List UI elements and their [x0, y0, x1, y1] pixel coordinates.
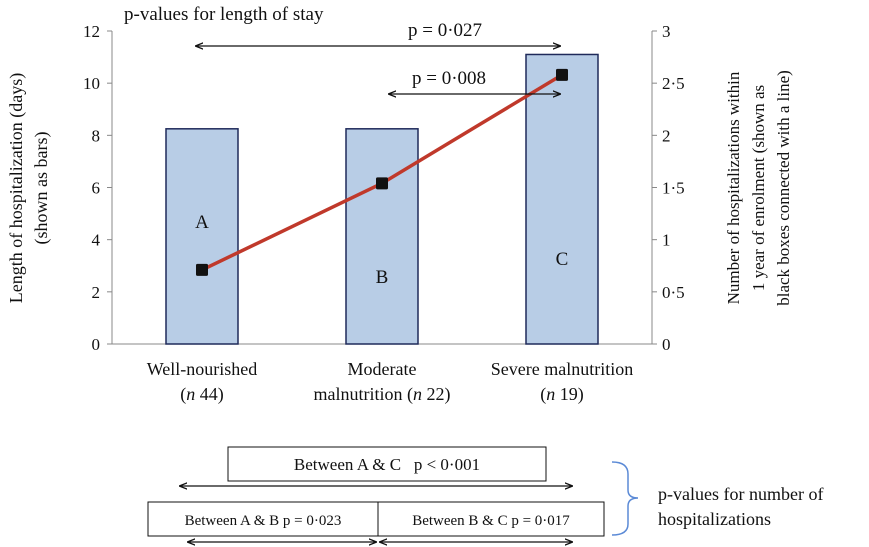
brace-label-line1: p-values for number of: [658, 484, 823, 504]
p-value-ac-hosp: Between A & C p < 0·001: [294, 455, 480, 474]
right-axis-title: Number of hospitalizations within: [724, 71, 743, 304]
left-tick-label: 2: [92, 283, 101, 302]
left-axis-subtitle: (shown as bars): [31, 132, 52, 245]
right-axis-title-line3: black boxes connected with a line): [774, 70, 793, 306]
marker-c: [556, 68, 568, 81]
category-n-label: (n 19): [540, 384, 584, 405]
hospitalizations-line: [196, 68, 568, 276]
left-tick-label: 12: [83, 22, 100, 41]
bar-letters: A B C: [195, 212, 568, 288]
left-tick-label: 4: [92, 231, 101, 250]
left-axis-ticks: 0 2 4 6 8 10 12: [83, 22, 112, 354]
category-labels: Well-nourished (n 44) Moderate malnutrition…: [147, 359, 634, 405]
category-label: Severe malnutrition: [491, 359, 633, 379]
right-tick-label: 2: [662, 126, 671, 145]
bar-c: [525, 53, 599, 345]
brace: [611, 461, 639, 536]
left-tick-label: 0: [92, 335, 101, 354]
box-ac: [227, 446, 547, 482]
left-tick-label: 8: [92, 126, 101, 145]
marker-b: [376, 177, 388, 190]
bar-b: [345, 128, 419, 345]
left-axis-title: Length of hospitalization (days): [6, 73, 27, 303]
p-value-bc-hosp: Between B & C p = 0·017: [412, 513, 570, 529]
marker-a: [196, 263, 208, 276]
category-n-label: (n 44): [180, 384, 224, 405]
category-label: Moderate: [348, 359, 417, 379]
bar-letter-b: B: [376, 267, 389, 288]
right-tick-label: 0·5: [662, 283, 685, 302]
bars: [165, 53, 599, 345]
category-label: Well-nourished: [147, 359, 258, 379]
box-bc: [377, 501, 605, 537]
right-tick-label: 3: [662, 22, 671, 41]
p-value-bc-length: p = 0·008: [412, 68, 486, 89]
bar-letter-a: A: [195, 212, 209, 233]
left-tick-label: 10: [83, 74, 100, 93]
right-tick-label: 1·5: [662, 179, 685, 198]
right-axis-ticks: 0 0·5 1 1·5 2 2·5 3: [652, 22, 685, 354]
brace-label-line2: hospitalizations: [658, 509, 771, 529]
right-axis-title-line2: 1 year of enrolment (shown as: [749, 85, 768, 291]
left-tick-label: 6: [92, 179, 101, 198]
p-value-ac-length: p = 0·027: [408, 20, 482, 41]
bar-letter-c: C: [556, 249, 569, 270]
p-value-ab-hosp: Between A & B p = 0·023: [185, 513, 342, 529]
right-tick-label: 2·5: [662, 74, 685, 93]
right-tick-label: 0: [662, 335, 671, 354]
category-n-label: malnutrition (n 22): [314, 384, 451, 405]
right-tick-label: 1: [662, 231, 671, 250]
top-title: p-values for length of stay: [124, 4, 324, 25]
bar-a: [165, 128, 239, 345]
